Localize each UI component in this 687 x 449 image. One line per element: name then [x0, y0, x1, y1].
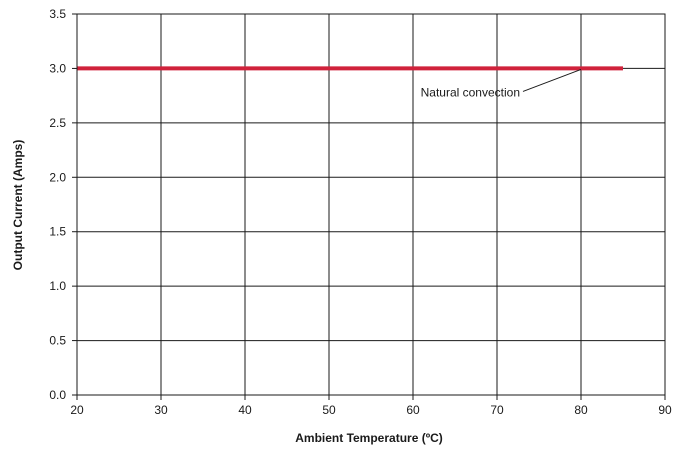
x-tick-label: 70: [490, 403, 504, 417]
annotation-leader-line: [522, 68, 582, 92]
y-tick-label: 0.0: [49, 388, 66, 402]
y-tick-label: 0.5: [49, 334, 66, 348]
annotation-natural-convection: Natural convection: [421, 85, 520, 99]
annotations-layer: Natural convection: [421, 68, 582, 99]
x-tick-label: 40: [238, 403, 252, 417]
y-tick-label: 1.0: [49, 279, 66, 293]
x-tick-label: 60: [406, 403, 420, 417]
x-tick-label: 80: [574, 403, 588, 417]
y-tick-label: 3.0: [49, 61, 66, 75]
y-tick-label: 2.0: [49, 170, 66, 184]
tick-labels: 20 30 40 50 60 70 80 90 0.0 0.5 1.0 1.5 2.0 2.5 3.0 3.5: [49, 7, 672, 417]
x-tick-label: 90: [658, 403, 672, 417]
y-axis-title: Output Current (Amps): [11, 140, 25, 271]
y-tick-label: 1.5: [49, 225, 66, 239]
x-tick-label: 50: [322, 403, 336, 417]
y-tick-label: 2.5: [49, 116, 66, 130]
grid-lines: [76, 13, 666, 396]
y-tick-label: 3.5: [49, 7, 66, 21]
x-axis-title: Ambient Temperature (ºC): [295, 431, 443, 445]
plot-frame: [76, 13, 666, 396]
x-tick-label: 30: [154, 403, 168, 417]
x-tick-label: 20: [70, 403, 84, 417]
